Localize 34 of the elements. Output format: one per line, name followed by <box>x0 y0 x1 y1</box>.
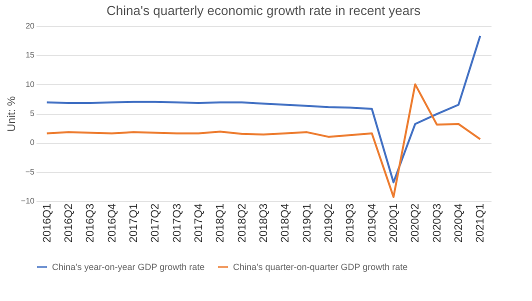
x-tick-label: 2019Q1 <box>301 204 314 243</box>
x-tick-label: 2016Q3 <box>84 204 97 243</box>
y-tick-label: 0 <box>30 138 36 148</box>
y-tick-label: −10 <box>20 196 36 206</box>
y-tick-label: 15 <box>26 50 36 60</box>
legend-label: China's year-on-year GDP growth rate <box>52 262 205 272</box>
y-tick-label: 5 <box>30 109 36 118</box>
x-tick-label: 2018Q2 <box>236 204 248 243</box>
x-tick-label: 2017Q1 <box>128 204 140 243</box>
line-series <box>46 34 482 184</box>
legend-label: China's quarter-on-quarter GDP growth rate <box>233 262 408 272</box>
line-series <box>46 83 482 198</box>
x-tick-label: 2020Q3 <box>431 204 444 243</box>
x-tick-label: 2018Q4 <box>280 204 292 243</box>
y-tick-label: 20 <box>26 22 36 30</box>
x-tick-label: 2019Q3 <box>344 204 357 243</box>
x-tick-label: 2021Q1 <box>474 204 487 243</box>
x-tick-label: 2018Q3 <box>258 204 270 243</box>
x-tick-label: 2016Q4 <box>106 204 118 243</box>
x-tick-label: 2016Q1 <box>41 204 54 243</box>
x-tick-label: 2016Q2 <box>63 204 75 243</box>
x-tick-label: 2017Q2 <box>150 204 162 243</box>
y-tick-label: −5 <box>25 167 36 176</box>
x-tick-label: 2017Q4 <box>193 204 205 243</box>
x-tick-label: 2020Q4 <box>453 204 465 243</box>
x-tick-label: 2020Q1 <box>388 204 400 243</box>
y-axis-title: Unit: % <box>6 96 18 132</box>
chart-title: China's quarterly economic growth rate in recent years <box>106 3 421 18</box>
y-tick-label: 10 <box>26 80 36 89</box>
x-tick-label: 2019Q4 <box>366 204 378 243</box>
x-tick-label: 2018Q1 <box>214 204 227 243</box>
x-tick-label: 2020Q2 <box>410 204 422 243</box>
x-tick-label: 2017Q3 <box>171 204 184 243</box>
x-tick-label: 2019Q2 <box>323 204 335 243</box>
